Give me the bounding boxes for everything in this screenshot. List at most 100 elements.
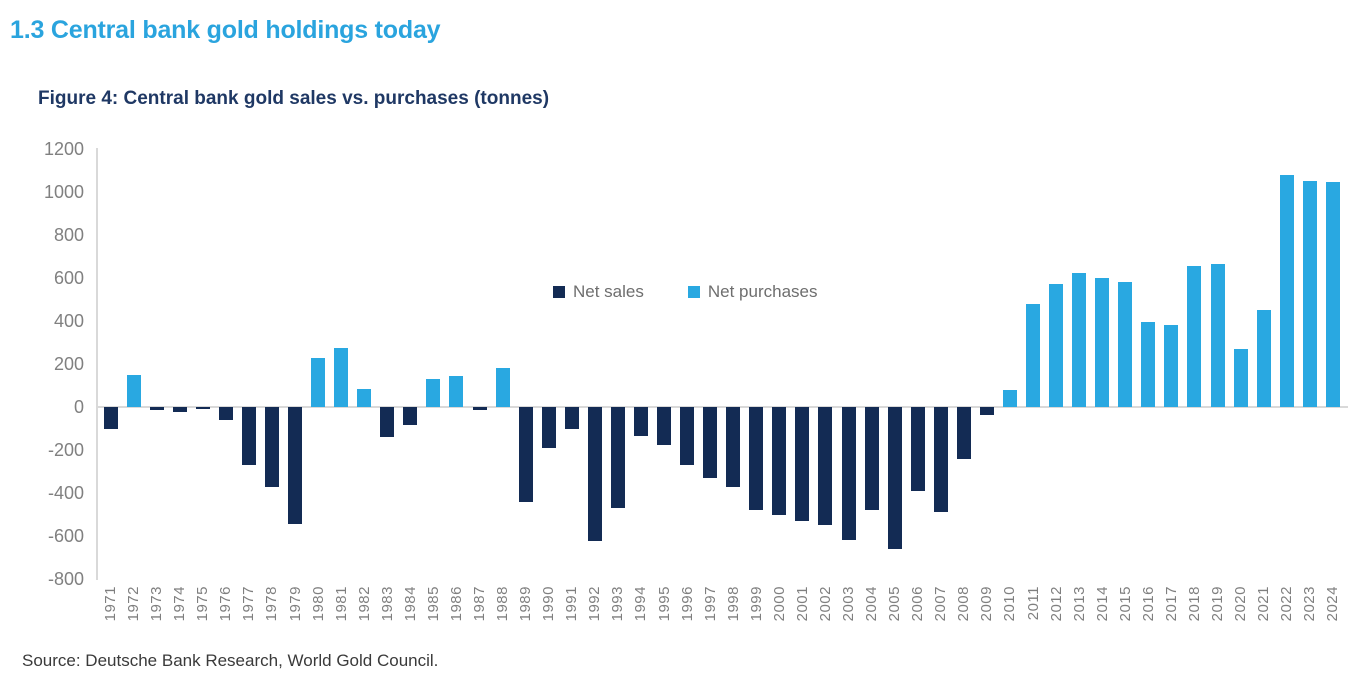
bar-1981	[334, 347, 349, 407]
x-label-1998: 1998	[724, 586, 742, 622]
x-label-slot-1971: 1971	[99, 586, 122, 621]
y-tick--400: -400	[47, 483, 84, 503]
y-tick--600: -600	[47, 526, 84, 546]
x-label-slot-2003: 2003	[837, 586, 860, 621]
x-label-2001: 2001	[793, 586, 811, 622]
x-label-slot-2005: 2005	[883, 586, 906, 621]
bar-2020	[1233, 348, 1248, 407]
bar-1988	[495, 368, 510, 407]
bar-1983	[380, 407, 395, 438]
x-label-1984: 1984	[401, 586, 419, 622]
bar-slot-1998	[722, 149, 745, 579]
bar-slot-1980	[307, 149, 330, 579]
x-label-2019: 2019	[1209, 586, 1227, 622]
x-label-slot-1978: 1978	[260, 586, 283, 621]
y-tick-800: 800	[53, 225, 84, 245]
bar-slot-1997	[699, 149, 722, 579]
bar-1987	[472, 407, 487, 411]
bar-1998	[726, 407, 741, 487]
bar-slot-1999	[745, 149, 768, 579]
bar-2021	[1256, 310, 1271, 407]
x-label-slot-1981: 1981	[330, 586, 353, 621]
x-label-1987: 1987	[471, 586, 489, 622]
x-label-slot-2016: 2016	[1137, 586, 1160, 621]
x-label-1978: 1978	[263, 586, 281, 622]
x-label-1989: 1989	[517, 586, 535, 622]
bar-1978	[264, 407, 279, 487]
x-label-slot-2000: 2000	[768, 586, 791, 621]
net-sales-swatch-icon	[553, 286, 565, 298]
section-title: 1.3 Central bank gold holdings today	[10, 16, 441, 44]
bar-slot-1979	[284, 149, 307, 579]
x-label-2022: 2022	[1278, 586, 1296, 622]
x-label-2008: 2008	[955, 586, 973, 622]
bar-1986	[449, 375, 464, 407]
x-label-1985: 1985	[424, 586, 442, 622]
x-label-slot-1982: 1982	[353, 586, 376, 621]
x-label-2000: 2000	[770, 586, 788, 622]
bar-1976	[218, 407, 233, 420]
x-label-2021: 2021	[1255, 586, 1273, 622]
bar-slot-1993	[606, 149, 629, 579]
bar-slot-2002	[814, 149, 837, 579]
bar-slot-2006	[906, 149, 929, 579]
y-tick-600: 600	[53, 268, 84, 288]
x-label-slot-2002: 2002	[814, 586, 837, 621]
x-label-slot-2017: 2017	[1160, 586, 1183, 621]
x-label-1973: 1973	[148, 586, 166, 622]
legend-item-net-purchases: Net purchases	[687, 282, 818, 302]
bar-slot-2023	[1298, 149, 1321, 579]
bar-1996	[680, 407, 695, 466]
x-label-2009: 2009	[978, 586, 996, 622]
bar-slot-1978	[260, 149, 283, 579]
bar-slot-2014	[1091, 149, 1114, 579]
x-label-2018: 2018	[1185, 586, 1203, 622]
y-tick-1200: 1200	[43, 139, 84, 159]
bar-2022	[1279, 174, 1294, 407]
y-tick--800: -800	[47, 569, 84, 589]
x-label-2013: 2013	[1070, 586, 1088, 622]
x-label-1996: 1996	[678, 586, 696, 622]
bar-chart: 1200 1000 800 600 400 200 0 -200 -400 -600 -800 19…	[0, 140, 1358, 640]
x-label-1992: 1992	[586, 586, 604, 622]
bar-1985	[426, 379, 441, 407]
x-label-slot-1996: 1996	[676, 586, 699, 621]
bar-2004	[864, 407, 879, 511]
bar-slot-1996	[676, 149, 699, 579]
bar-slot-1983	[376, 149, 399, 579]
x-label-2023: 2023	[1301, 586, 1319, 622]
x-label-slot-2007: 2007	[929, 586, 952, 621]
x-label-slot-1976: 1976	[214, 586, 237, 621]
bar-slot-1990	[537, 149, 560, 579]
x-label-1994: 1994	[632, 586, 650, 622]
bar-slot-2017	[1160, 149, 1183, 579]
bar-slot-2015	[1114, 149, 1137, 579]
bar-2006	[910, 407, 925, 491]
x-label-1999: 1999	[747, 586, 765, 622]
y-tick-200: 200	[53, 354, 84, 374]
x-label-slot-2012: 2012	[1045, 586, 1068, 621]
bar-slot-1984	[399, 149, 422, 579]
bar-2024	[1325, 182, 1340, 407]
bar-2012	[1049, 284, 1064, 407]
bar-slot-1975	[191, 149, 214, 579]
x-label-2003: 2003	[840, 586, 858, 622]
y-axis-line	[96, 148, 98, 580]
x-label-slot-1973: 1973	[145, 586, 168, 621]
bar-1990	[541, 407, 556, 448]
legend-label-net-purchases: Net purchases	[707, 282, 818, 301]
x-label-2017: 2017	[1162, 586, 1180, 622]
x-label-slot-2011: 2011	[1022, 586, 1045, 621]
bar-2010	[1002, 389, 1017, 407]
x-label-1995: 1995	[655, 586, 673, 622]
bar-2002	[818, 407, 833, 526]
bar-slot-2018	[1183, 149, 1206, 579]
x-label-slot-1975: 1975	[191, 586, 214, 621]
chart-legend: Net sales Net purchases	[553, 282, 818, 302]
bar-slot-2000	[768, 149, 791, 579]
x-label-1982: 1982	[355, 586, 373, 622]
x-label-slot-2009: 2009	[975, 586, 998, 621]
x-label-2014: 2014	[1093, 586, 1111, 622]
x-label-2002: 2002	[816, 586, 834, 622]
bar-1993	[610, 407, 625, 509]
